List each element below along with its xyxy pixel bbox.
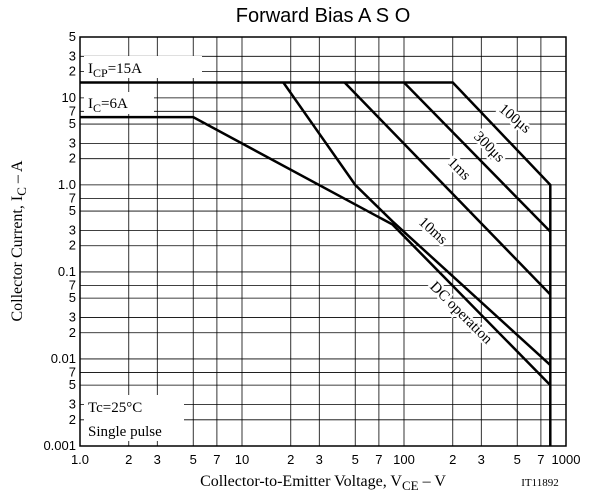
grid <box>79 36 567 447</box>
x-tick-label: 5 <box>190 452 197 467</box>
annotation: Single pulse <box>88 424 162 440</box>
x-tick-label: 1.0 <box>71 452 89 467</box>
y-tick-label: 2 <box>69 412 76 427</box>
y-tick-label: 5 <box>69 116 76 131</box>
annotation: IC=6A <box>88 96 128 115</box>
series-line <box>343 81 552 296</box>
y-tick-label: 3 <box>69 309 76 324</box>
y-tick-label: 2 <box>69 64 76 79</box>
y-tick-label: 7 <box>69 277 76 292</box>
plot-frame <box>79 36 567 447</box>
series-label: DC operation <box>426 279 495 348</box>
y-tick-label: 5 <box>69 29 76 44</box>
y-tick-label: 7 <box>69 103 76 118</box>
series-label: 100μs <box>495 101 533 137</box>
x-tick-label: 3 <box>478 452 485 467</box>
lines <box>80 81 552 446</box>
x-tick-label: 2 <box>125 452 132 467</box>
y-tick-label: 0.01 <box>51 351 76 366</box>
annotation-bg <box>84 56 202 78</box>
y-tick-label: 0.1 <box>58 264 76 279</box>
x-axis-label: Collector-to-Emitter Voltage, VCE – V <box>200 473 446 493</box>
x-tick-label: 5 <box>514 452 521 467</box>
y-tick-label: 5 <box>69 377 76 392</box>
x-tick-label: 7 <box>375 452 382 467</box>
figure-code: IT11892 <box>521 477 558 489</box>
x-tick-label: 3 <box>154 452 161 467</box>
series-line <box>282 81 552 367</box>
annotation: Tc=25°C <box>88 400 142 416</box>
x-tick-label: 10 <box>235 452 249 467</box>
y-tick-label: 3 <box>69 48 76 63</box>
y-tick-label: 2 <box>69 151 76 166</box>
y-tick-label: 10 <box>62 90 76 105</box>
x-tick-label: 7 <box>213 452 220 467</box>
y-tick-label: 3 <box>69 396 76 411</box>
x-tick-label: 7 <box>537 452 544 467</box>
x-tick-label: 2 <box>449 452 456 467</box>
x-tick-label: 5 <box>352 452 359 467</box>
x-tick-label: 2 <box>287 452 294 467</box>
y-tick-label: 0.001 <box>43 438 76 453</box>
y-tick-label: 3 <box>69 135 76 150</box>
y-tick-label: 7 <box>69 190 76 205</box>
y-tick-label: 2 <box>69 325 76 340</box>
y-axis-label: Collector Current, IC – A <box>9 160 29 322</box>
chart-title: Forward Bias A S O <box>236 5 411 27</box>
series-line <box>80 115 552 387</box>
x-tick-label: 1000 <box>552 452 581 467</box>
y-tick-label: 2 <box>69 238 76 253</box>
y-tick-label: 1.0 <box>58 177 76 192</box>
y-tick-label: 3 <box>69 222 76 237</box>
annotation-bg <box>84 92 154 114</box>
series-line <box>80 81 552 446</box>
y-tick-label: 7 <box>69 364 76 379</box>
annotation-bg <box>84 395 184 441</box>
series-label: 10ms <box>415 214 450 248</box>
x-tick-label: 100 <box>393 452 415 467</box>
annotation: ICP=15A <box>88 61 142 80</box>
x-tick-label: 3 <box>316 452 323 467</box>
y-tick-label: 5 <box>69 203 76 218</box>
series-line <box>403 81 552 233</box>
y-tick-label: 5 <box>69 290 76 305</box>
